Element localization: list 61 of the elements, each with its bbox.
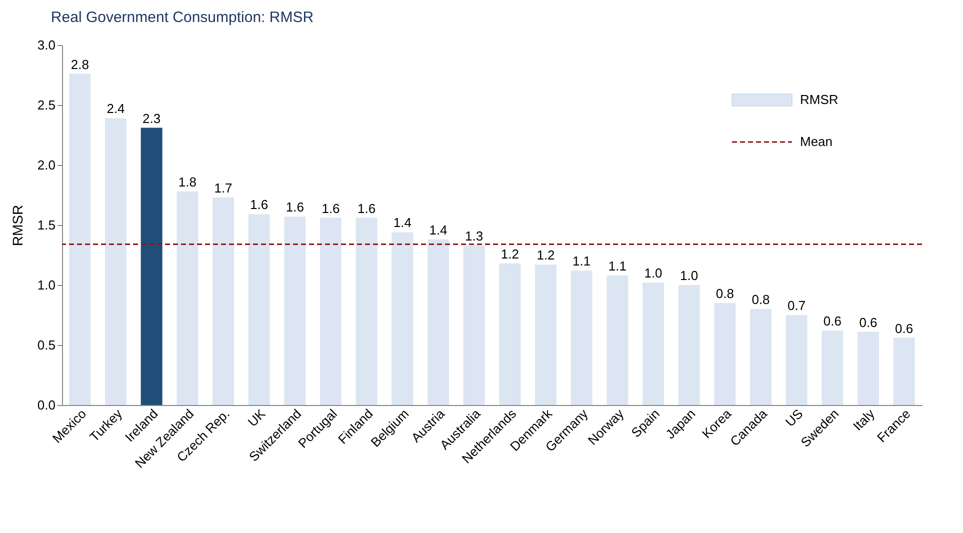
- y-tick-label: 0.0: [37, 398, 56, 412]
- bar: [714, 303, 736, 405]
- y-tick-label: 1.5: [37, 218, 56, 232]
- chart-title: Real Government Consumption: RMSR: [50, 9, 314, 26]
- y-tick-label: 0.5: [37, 338, 56, 352]
- x-tick-label: Italy: [850, 406, 878, 434]
- bar: [212, 197, 234, 405]
- bar: [858, 332, 879, 405]
- bar: [570, 270, 592, 405]
- data-label: 1.1: [608, 258, 626, 274]
- bar: [105, 118, 126, 405]
- y-tick-label: 1.0: [37, 278, 56, 292]
- bar: [678, 285, 700, 405]
- bar: [893, 338, 915, 405]
- data-label: 2.8: [70, 56, 89, 72]
- bar: [284, 216, 306, 405]
- data-label: 1.8: [178, 174, 196, 190]
- bar: [463, 245, 485, 405]
- bar: [786, 315, 808, 405]
- data-label: 1.4: [429, 222, 448, 238]
- y-axis-title: RMSR: [9, 204, 26, 246]
- bar: [248, 214, 270, 405]
- data-label: 1.6: [286, 200, 304, 215]
- data-label: 0.6: [823, 314, 842, 329]
- bar: [642, 282, 664, 405]
- data-label: 0.6: [859, 314, 878, 330]
- y-tick-label: 2.5: [37, 98, 56, 112]
- bar: [140, 128, 162, 405]
- data-label: 0.7: [788, 298, 806, 313]
- data-label: 1.1: [572, 254, 591, 269]
- data-label: 0.8: [716, 286, 734, 301]
- data-label: 1.0: [680, 268, 698, 283]
- data-label: 1.3: [465, 228, 484, 244]
- data-label: 1.0: [644, 266, 662, 281]
- data-label: 1.7: [214, 180, 232, 196]
- bar: [392, 232, 414, 405]
- y-tick-label: 2.0: [37, 158, 56, 172]
- data-label: 2.4: [106, 101, 125, 116]
- data-label: 2.3: [142, 110, 161, 126]
- bar: [822, 330, 844, 405]
- data-label: 1.2: [536, 248, 555, 263]
- data-label: 1.4: [393, 215, 412, 230]
- bar: [499, 263, 521, 405]
- data-label: 1.6: [358, 200, 376, 216]
- bar: [535, 264, 556, 405]
- x-tick-label: US: [782, 406, 806, 430]
- bar: [320, 218, 342, 405]
- bar: [69, 74, 91, 405]
- bar: [356, 218, 378, 405]
- bar: [428, 239, 449, 405]
- bar: [176, 191, 198, 405]
- bar: [606, 275, 628, 405]
- data-label: 0.6: [895, 320, 914, 336]
- legend-label: RMSR: [800, 92, 838, 107]
- data-label: 1.6: [250, 197, 268, 212]
- data-label: 1.6: [322, 200, 340, 216]
- y-tick-label: 3.0: [37, 38, 56, 52]
- bar: [750, 309, 772, 405]
- data-label: 0.8: [752, 292, 770, 307]
- legend-label: Mean: [800, 134, 833, 149]
- data-label: 1.2: [500, 246, 519, 262]
